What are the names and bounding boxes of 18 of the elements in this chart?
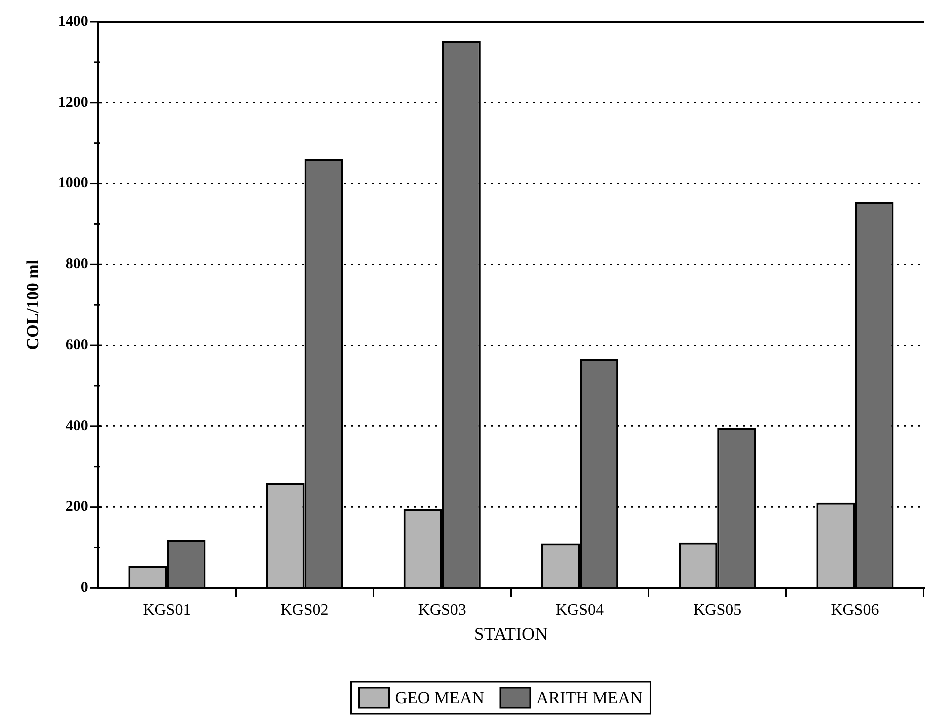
legend-label: GEO MEAN <box>395 688 485 708</box>
y-tick-label: 600 <box>66 337 88 354</box>
x-tick-label: KGS03 <box>418 602 466 620</box>
y-tick-label: 400 <box>66 418 88 434</box>
y-tick-label: 1200 <box>58 94 88 111</box>
x-tick-label: KGS02 <box>280 602 329 620</box>
x-tick-label: KGS01 <box>143 602 192 620</box>
y-tick-label: 0 <box>80 580 88 596</box>
y-tick-label: 1400 <box>58 14 88 30</box>
x-tick-label: KGS05 <box>694 602 742 620</box>
legend-label: ARITH MEAN <box>536 688 643 708</box>
x-tick-label: KGS06 <box>831 602 880 620</box>
y-tick-label: 200 <box>66 499 88 516</box>
y-axis-title: COL/100 ml <box>24 260 43 350</box>
y-tick-label: 1000 <box>58 176 88 192</box>
x-tick-label: KGS04 <box>556 602 604 620</box>
x-axis-title: STATION <box>474 624 548 644</box>
y-tick-label: 800 <box>66 256 88 273</box>
